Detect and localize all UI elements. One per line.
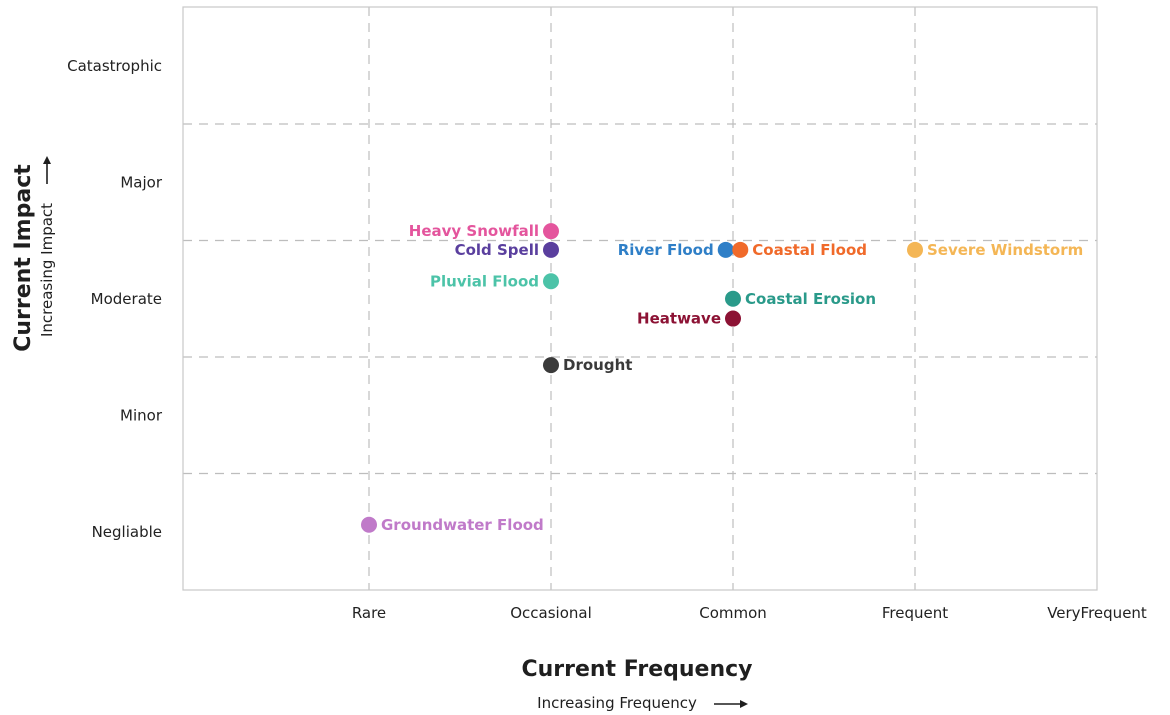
data-point [361,516,377,533]
x-tick-label: Rare [352,604,386,622]
x-tick-label: Common [699,604,767,622]
data-point-label: Coastal Erosion [745,290,876,308]
x-axis-arrow-icon [740,700,748,708]
data-point [543,273,559,290]
x-tick-label: VeryFrequent [1047,604,1147,622]
x-axis-subtitle: Increasing Frequency [537,694,697,712]
x-axis-title: Current Frequency [521,657,752,682]
x-tick-label: Frequent [882,604,948,622]
data-point [725,290,741,307]
data-point [717,241,734,258]
data-point [543,223,559,240]
plot-frame [182,6,1098,591]
data-point [907,241,923,258]
y-tick-label: Major [120,173,162,191]
data-point-label: Heavy Snowfall [409,222,539,240]
y-tick-labels: Negliable Minor Moderate Major Catastrophic [67,57,163,541]
y-tick-label: Negliable [92,523,162,541]
y-axis-subtitle: Increasing Impact [38,203,56,337]
y-tick-label: Catastrophic [67,57,162,75]
data-point [543,357,559,374]
y-tick-label: Moderate [91,290,162,308]
y-tick-label: Minor [120,406,163,424]
data-point [732,241,749,258]
data-point-label: Cold Spell [455,241,539,259]
data-point-label: Drought [563,356,632,374]
x-tick-labels: Rare Occasional Common Frequent VeryFrequent [352,604,1147,622]
data-point [725,310,741,327]
data-point-label: Severe Windstorm [927,241,1083,259]
y-axis-title: Current Impact [11,164,36,352]
x-tick-label: Occasional [510,604,592,622]
y-axis-arrow-icon [43,156,51,164]
data-point-label: Heatwave [637,310,721,328]
data-point-label: River Flood [618,241,714,259]
data-point-label: Pluvial Flood [430,272,539,290]
data-point-label: Coastal Flood [752,241,867,259]
data-point-label: Groundwater Flood [381,516,544,534]
grid-lines [183,7,1097,590]
data-point [543,241,559,258]
